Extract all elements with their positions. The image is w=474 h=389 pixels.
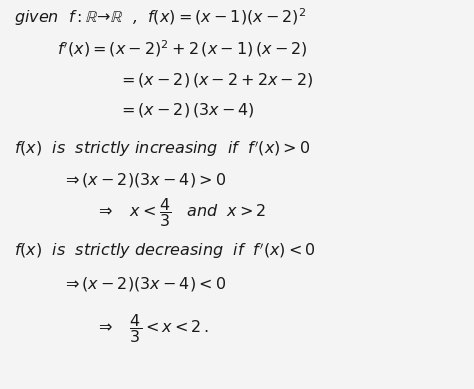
Text: $= (x-2)\,(3x-4)$: $= (x-2)\,(3x-4)$ [118, 101, 255, 119]
Text: $f(x)$  is  strictly increasing  if  $f'(x)>0$: $f(x)$ is strictly increasing if $f'(x)>… [14, 138, 310, 159]
Text: $\Rightarrow$   $x < \dfrac{4}{3}$   and  $x>2$: $\Rightarrow$ $x < \dfrac{4}{3}$ and $x>… [95, 196, 266, 228]
Text: $f'(x) = (x-2)^2 + 2\,(x-1)\,(x-2)$: $f'(x) = (x-2)^2 + 2\,(x-1)\,(x-2)$ [57, 38, 308, 59]
Text: $f(x)$  is  strictly decreasing  if  $f'(x)<0$: $f(x)$ is strictly decreasing if $f'(x)<… [14, 241, 316, 261]
Text: $\Rightarrow$   $\dfrac{4}{3} < x < 2\,.$: $\Rightarrow$ $\dfrac{4}{3} < x < 2\,.$ [95, 312, 209, 345]
Text: $\Rightarrow (x-2)(3x-4)>0$: $\Rightarrow (x-2)(3x-4)>0$ [62, 171, 226, 189]
Text: $\Rightarrow (x-2)(3x-4)<0$: $\Rightarrow (x-2)(3x-4)<0$ [62, 275, 226, 293]
Text: given  $f:\mathbb{R}\!\rightarrow\!\mathbb{R}$  ,  $f(x) = (x-1)(x-2)^2$: given $f:\mathbb{R}\!\rightarrow\!\mathb… [14, 7, 307, 28]
Text: $= (x-2)\,(x-2+2x-2)$: $= (x-2)\,(x-2+2x-2)$ [118, 71, 314, 89]
